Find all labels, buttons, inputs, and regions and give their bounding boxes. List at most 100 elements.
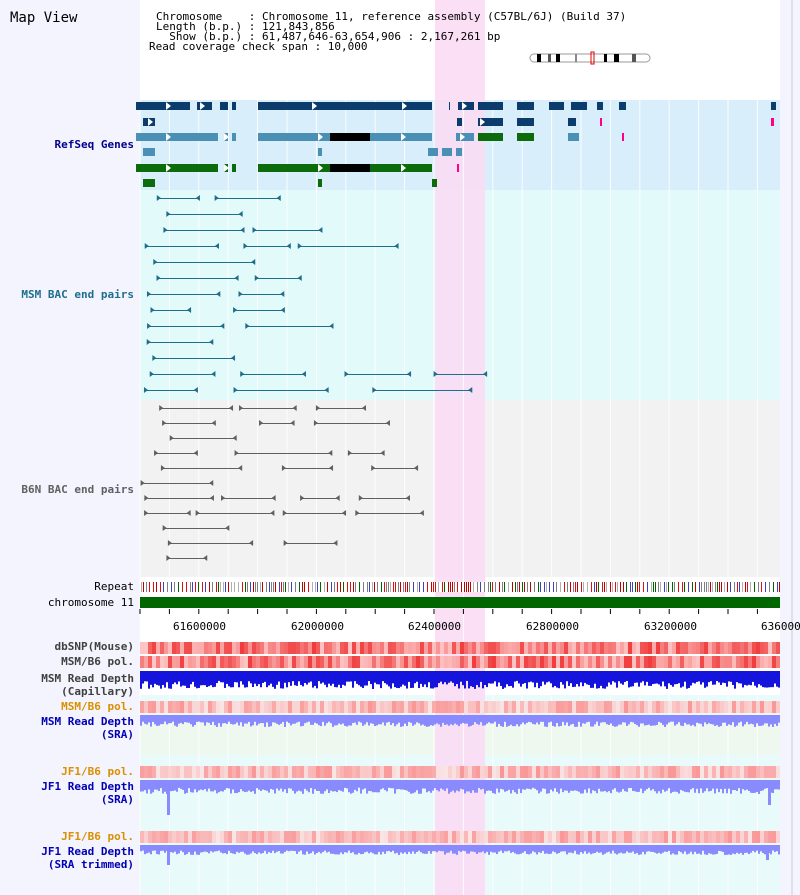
depth-bar	[500, 715, 502, 727]
depth-bar	[590, 671, 592, 688]
msm-b6-pol-track[interactable]	[140, 656, 780, 668]
depth-bar	[560, 671, 562, 683]
heat-cell	[468, 766, 472, 778]
heat-cell	[584, 831, 588, 843]
depth-bar	[268, 671, 270, 686]
depth-bar	[154, 671, 156, 684]
repeat-mark	[359, 582, 360, 592]
jf1-b6-pol-trimmed-track[interactable]	[140, 831, 780, 843]
msm-depth-sra-track[interactable]	[140, 715, 780, 727]
heat-cell	[180, 701, 184, 713]
msm-depth-capillary-track[interactable]	[140, 671, 780, 689]
heat-cell	[588, 701, 592, 713]
bac-end-marker	[211, 371, 216, 377]
depth-bar	[536, 780, 538, 791]
msm-b6-pol-sra-track[interactable]	[140, 701, 780, 713]
depth-bar	[564, 845, 566, 852]
heat-cell	[588, 831, 592, 843]
heat-cell	[280, 701, 284, 713]
right-margin	[792, 0, 800, 895]
repeat-mark	[143, 582, 144, 592]
depth-bar	[684, 845, 686, 852]
heat-cell	[160, 701, 164, 713]
repeat-mark	[575, 582, 576, 592]
depth-bar	[580, 715, 582, 727]
heat-cell	[612, 766, 616, 778]
depth-bar	[710, 671, 712, 682]
depth-bar	[606, 845, 608, 853]
refseq-genes[interactable]	[136, 102, 776, 187]
repeat-mark	[262, 582, 263, 592]
heat-cell	[452, 642, 456, 654]
track-label-msm-depth-sra-sub: (SRA)	[100, 728, 134, 741]
depth-bar	[170, 845, 172, 853]
chromosome-ideogram-graphic[interactable]	[529, 51, 651, 65]
depth-bar	[672, 715, 674, 722]
heat-cell	[644, 701, 648, 713]
jf1-b6-pol-track[interactable]	[140, 766, 780, 778]
heat-cell	[464, 766, 468, 778]
depth-bar	[562, 845, 564, 852]
heat-cell	[308, 642, 312, 654]
b6n-bac-end-pairs[interactable]	[140, 405, 424, 561]
depth-bar	[232, 780, 234, 790]
depth-bar	[442, 715, 444, 723]
depth-bar	[346, 715, 348, 727]
depth-bar	[286, 780, 288, 794]
depth-bar	[756, 671, 758, 688]
depth-bar	[422, 845, 424, 854]
heat-cell	[680, 766, 684, 778]
heat-cell	[424, 831, 428, 843]
depth-bar	[662, 845, 664, 853]
depth-bar	[478, 715, 480, 725]
depth-bar	[534, 845, 536, 853]
depth-bar	[140, 845, 142, 852]
repeat-mark	[324, 582, 325, 592]
bac-end-marker	[259, 420, 264, 426]
depth-bar	[532, 845, 534, 852]
depth-bar	[564, 780, 566, 791]
page-title: Map View	[10, 10, 78, 26]
chromosome-ideogram[interactable]	[530, 53, 650, 63]
depth-bar	[460, 715, 462, 724]
heat-cell	[512, 831, 516, 843]
depth-bar	[652, 671, 654, 685]
heat-cell	[348, 642, 352, 654]
depth-bar	[338, 715, 340, 724]
bac-end-marker	[234, 275, 239, 281]
repeat-mark	[195, 582, 196, 592]
depth-bar	[652, 780, 654, 790]
heat-cell	[344, 831, 348, 843]
heat-cell	[180, 766, 184, 778]
jf1-depth-trimmed-track[interactable]	[140, 845, 780, 865]
depth-bar	[728, 715, 730, 725]
heat-cell	[148, 766, 152, 778]
heat-cell	[176, 656, 180, 668]
heat-cell	[520, 701, 524, 713]
heat-cell	[308, 831, 312, 843]
depth-bar	[644, 671, 646, 686]
dbsnp-track[interactable]	[140, 642, 780, 654]
repeat-mark	[639, 582, 640, 592]
depth-bar	[700, 845, 702, 855]
depth-bar	[288, 715, 290, 723]
heat-cell	[740, 656, 744, 668]
depth-bar	[142, 715, 144, 722]
jf1-depth-sra-track[interactable]	[140, 780, 780, 815]
depth-bar	[234, 780, 236, 794]
heat-cell	[332, 656, 336, 668]
depth-bar	[320, 671, 322, 684]
bac-end-marker	[220, 323, 225, 329]
repeat-track[interactable]	[140, 582, 780, 592]
depth-bar	[546, 780, 548, 794]
depth-bar	[294, 845, 296, 852]
depth-bar	[708, 780, 710, 792]
depth-bar	[664, 845, 666, 852]
heat-cell	[652, 656, 656, 668]
repeat-mark	[395, 582, 396, 592]
depth-bar	[706, 845, 708, 855]
heat-cell	[668, 766, 672, 778]
msm-bac-end-pairs[interactable]	[143, 195, 488, 393]
depth-bar	[408, 845, 410, 852]
